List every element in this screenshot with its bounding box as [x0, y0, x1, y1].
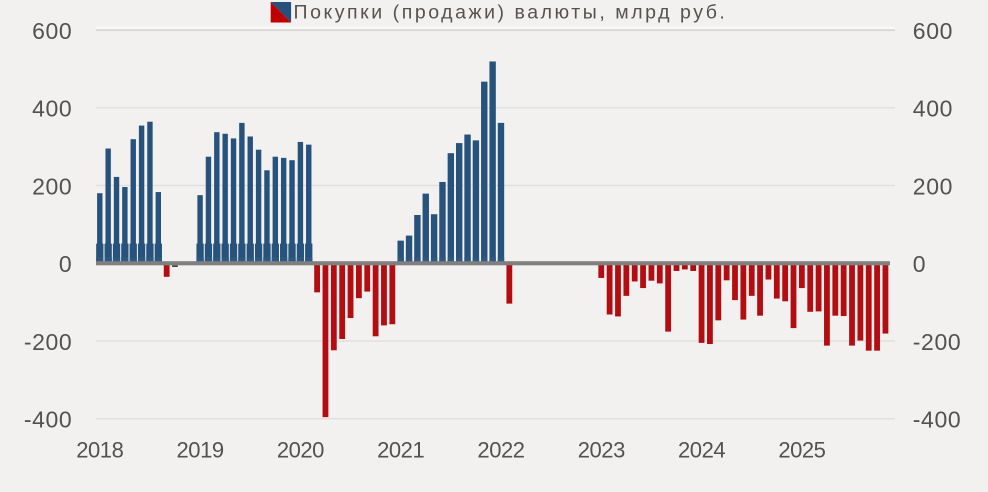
- svg-text:2018: 2018: [76, 438, 123, 463]
- svg-text:2021: 2021: [377, 438, 424, 463]
- svg-text:2023: 2023: [578, 438, 625, 463]
- svg-text:200: 200: [32, 173, 72, 199]
- svg-text:200: 200: [913, 173, 953, 199]
- svg-text:2025: 2025: [778, 438, 825, 463]
- svg-text:-200: -200: [913, 329, 961, 355]
- svg-text:400: 400: [913, 96, 953, 122]
- svg-text:2022: 2022: [477, 438, 524, 463]
- svg-text:2024: 2024: [678, 438, 725, 463]
- svg-text:400: 400: [32, 96, 72, 122]
- svg-text:Покупки (продажи) валюты, млрд: Покупки (продажи) валюты, млрд руб.: [294, 2, 728, 24]
- svg-text:-200: -200: [24, 329, 72, 355]
- svg-text:0: 0: [913, 251, 926, 277]
- svg-text:2020: 2020: [277, 438, 324, 463]
- svg-text:0: 0: [59, 251, 72, 277]
- svg-text:600: 600: [913, 18, 953, 44]
- svg-text:600: 600: [32, 18, 72, 44]
- svg-text:-400: -400: [913, 407, 961, 433]
- svg-text:2019: 2019: [177, 438, 224, 463]
- svg-text:-400: -400: [24, 407, 72, 433]
